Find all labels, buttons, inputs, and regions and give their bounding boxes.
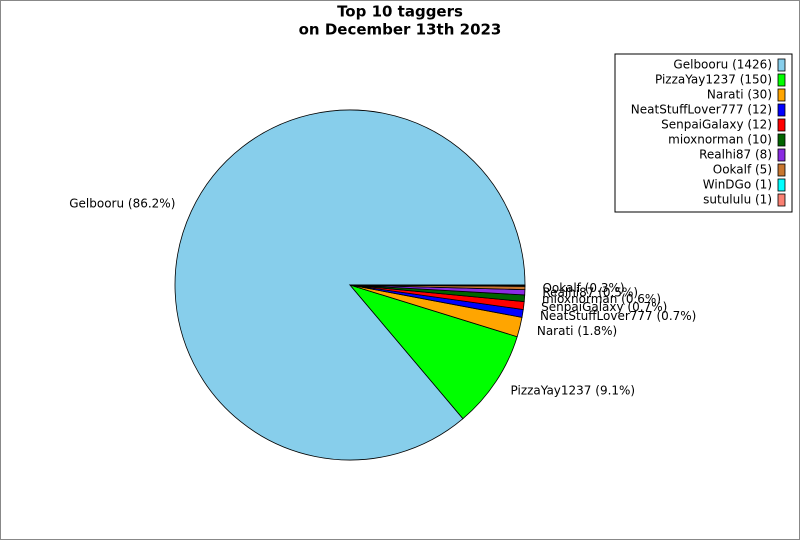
pie-slice [348, 284, 518, 420]
slice-label: PizzaYay1237 (9.1%) [511, 384, 636, 398]
legend-swatch [777, 73, 786, 87]
slice-label: mioxnorman (0.6%) [542, 292, 661, 306]
legend-label: Narati (30) [707, 88, 772, 102]
pie-slice [349, 284, 526, 287]
slice-label: Realhi87 (0.5%) [542, 286, 638, 300]
legend-label: NeatStuffLover777 (12) [631, 103, 772, 117]
legend-label: Ookalf (5) [713, 163, 772, 177]
legend-swatch [777, 58, 786, 72]
legend-swatch [777, 133, 786, 147]
slice-label: Gelbooru (86.2%) [69, 196, 175, 210]
legend-swatch [777, 178, 786, 192]
legend-swatch [777, 148, 786, 162]
slice-label: NeatStuffLover777 (0.7%) [540, 309, 696, 323]
legend-label: Gelbooru (1426) [673, 58, 772, 72]
slice-label: Ookalf (0.3%) [542, 281, 624, 295]
chart-title: Top 10 taggers [337, 3, 463, 21]
legend-swatch [777, 88, 786, 102]
slice-label: SenpaiGalaxy (0.7%) [541, 300, 667, 314]
legend-box [614, 53, 793, 213]
slice-label: Narati (1.8%) [537, 324, 617, 338]
legend-label: Realhi87 (8) [699, 148, 772, 162]
legend-label: PizzaYay1237 (150) [655, 73, 772, 87]
legend-label: WinDGo (1) [703, 178, 772, 192]
legend-swatch [777, 103, 786, 117]
legend-label: sutululu (1) [703, 193, 772, 207]
chart-title: on December 13th 2023 [299, 21, 502, 39]
legend-label: SenpaiGalaxy (12) [661, 118, 772, 132]
legend-swatch [777, 118, 786, 132]
legend-label: mioxnorman (10) [668, 133, 772, 147]
legend-swatch [777, 193, 786, 207]
legend-swatch [777, 163, 786, 177]
